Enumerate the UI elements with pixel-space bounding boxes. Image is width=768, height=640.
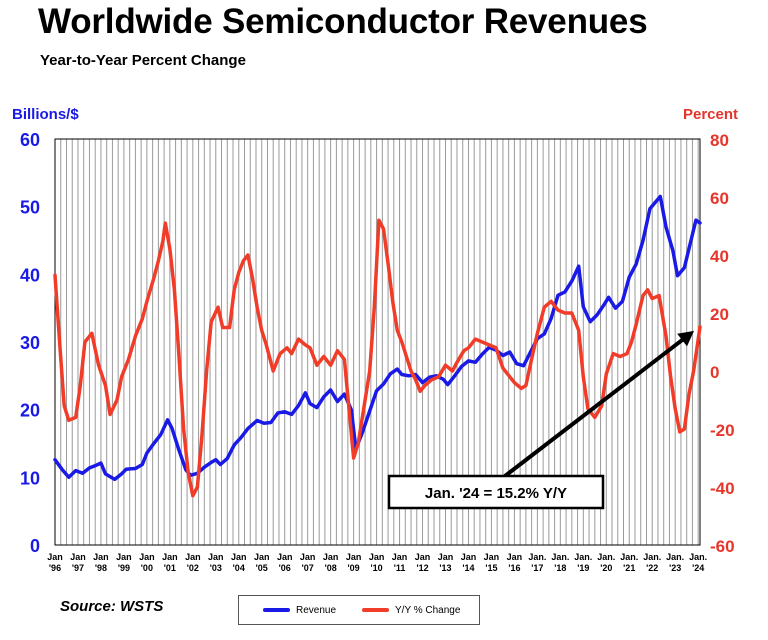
y-tick-label-left: 0: [30, 536, 40, 556]
y-tick-label-left: 40: [20, 265, 40, 285]
x-tick-label-month: Jan.: [689, 552, 707, 562]
x-tick-label-year: '24: [692, 563, 704, 573]
x-tick-label-year: '20: [600, 563, 612, 573]
x-tick-label-year: '99: [118, 563, 130, 573]
x-tick-label-year: '12: [416, 563, 428, 573]
x-tick-label-year: '22: [646, 563, 658, 573]
axis-ticks: 0102030405060-60-40-20020406080Jan'96Jan…: [20, 130, 735, 573]
x-tick-label-year: '01: [164, 563, 176, 573]
y-axis-label-right: Percent: [683, 106, 738, 123]
y-tick-label-right: 20: [710, 305, 729, 324]
y-tick-label-right: -60: [710, 537, 735, 556]
x-tick-label-month: Jan: [300, 552, 316, 562]
y-tick-label-left: 60: [20, 130, 40, 150]
chart-title: Worldwide Semiconductor Revenues: [38, 2, 648, 41]
x-tick-label-month: Jan: [415, 552, 431, 562]
annotation: Jan. '24 = 15.2% Y/Y: [387, 330, 694, 510]
x-tick-label-year: '15: [485, 563, 497, 573]
x-tick-label-year: '18: [554, 563, 566, 573]
source-note: Source: WSTS: [60, 598, 164, 615]
series-line-yoy: [53, 218, 702, 498]
annotation-text: Jan. '24 = 15.2% Y/Y: [425, 485, 567, 502]
x-tick-label-month: Jan: [162, 552, 178, 562]
x-tick-label-month: Jan: [93, 552, 109, 562]
x-tick-label-month: Jan: [116, 552, 132, 562]
legend-label-yoy: Y/Y % Change: [395, 604, 461, 616]
x-tick-label-year: '02: [187, 563, 199, 573]
y-tick-label-left: 20: [20, 401, 40, 421]
x-tick-label-year: '06: [279, 563, 291, 573]
annotation-box: [387, 474, 605, 510]
chart-subtitle: Year-to-Year Percent Change: [40, 52, 246, 69]
y-tick-label-left: 10: [20, 468, 40, 488]
x-tick-label-year: '03: [210, 563, 222, 573]
y-tick-label-right: 80: [710, 131, 729, 150]
x-tick-label-month: Jan.: [574, 552, 592, 562]
annotation-arrow: [503, 338, 685, 478]
x-tick-label-month: Jan: [323, 552, 339, 562]
x-tick-label-month: Jan: [484, 552, 500, 562]
x-tick-label-year: '16: [508, 563, 520, 573]
x-tick-label-month: Jan: [139, 552, 155, 562]
x-tick-label-month: Jan.: [528, 552, 546, 562]
x-tick-label-year: '96: [49, 563, 61, 573]
x-tick-label-month: Jan: [277, 552, 293, 562]
annotation-arrowhead: [677, 330, 694, 347]
x-tick-label-year: '04: [233, 563, 245, 573]
x-tick-label-month: Jan: [507, 552, 523, 562]
legend: Revenue Y/Y % Change: [238, 595, 480, 625]
x-tick-label-year: '19: [577, 563, 589, 573]
x-tick-label-month: Jan.: [551, 552, 569, 562]
x-tick-label-month: Jan: [461, 552, 477, 562]
x-tick-label-year: '13: [439, 563, 451, 573]
x-tick-label-year: '14: [462, 563, 474, 573]
x-tick-label-year: '97: [72, 563, 84, 573]
x-tick-label-year: '00: [141, 563, 153, 573]
x-tick-label-year: '08: [325, 563, 337, 573]
y-tick-label-right: 40: [710, 247, 729, 266]
x-tick-label-month: Jan: [369, 552, 385, 562]
x-tick-label-year: '23: [669, 563, 681, 573]
x-tick-label-month: Jan: [47, 552, 63, 562]
y-tick-label-right: -20: [710, 421, 735, 440]
x-tick-label-month: Jan: [208, 552, 224, 562]
plot-frame: [54, 138, 701, 546]
y-tick-label-right: 0: [710, 363, 719, 382]
y-axis-label-left: Billions/$: [12, 106, 79, 123]
series-lines: [53, 194, 702, 498]
x-tick-label-month: Jan.: [643, 552, 661, 562]
x-tick-label-year: '05: [256, 563, 268, 573]
x-tick-label-year: '98: [95, 563, 107, 573]
x-tick-label-year: '09: [348, 563, 360, 573]
y-tick-label-left: 30: [20, 333, 40, 353]
x-tick-label-month: Jan: [70, 552, 86, 562]
y-tick-label-right: -40: [710, 479, 735, 498]
x-tick-label-month: Jan: [346, 552, 362, 562]
series-line-revenue: [53, 194, 702, 482]
x-tick-label-month: Jan.: [620, 552, 638, 562]
x-tick-label-year: '10: [371, 563, 383, 573]
y-tick-label-left: 50: [20, 198, 40, 218]
x-tick-label-month: Jan.: [666, 552, 684, 562]
x-tick-label-year: '21: [623, 563, 635, 573]
y-tick-label-right: 60: [710, 189, 729, 208]
x-tick-label-year: '11: [394, 563, 406, 573]
x-tick-label-month: Jan: [231, 552, 247, 562]
legend-item-revenue: Revenue: [263, 596, 336, 624]
x-tick-label-year: '07: [302, 563, 314, 573]
x-tick-label-year: '17: [531, 563, 543, 573]
x-tick-label-month: Jan.: [597, 552, 615, 562]
legend-swatch-revenue: [263, 608, 290, 612]
x-tick-label-month: Jan: [438, 552, 454, 562]
x-tick-label-month: Jan: [392, 552, 408, 562]
x-tick-label-month: Jan: [254, 552, 270, 562]
x-tick-label-month: Jan: [185, 552, 201, 562]
legend-swatch-yoy: [362, 608, 389, 612]
legend-item-yoy: Y/Y % Change: [362, 596, 460, 624]
legend-label-revenue: Revenue: [296, 604, 337, 616]
